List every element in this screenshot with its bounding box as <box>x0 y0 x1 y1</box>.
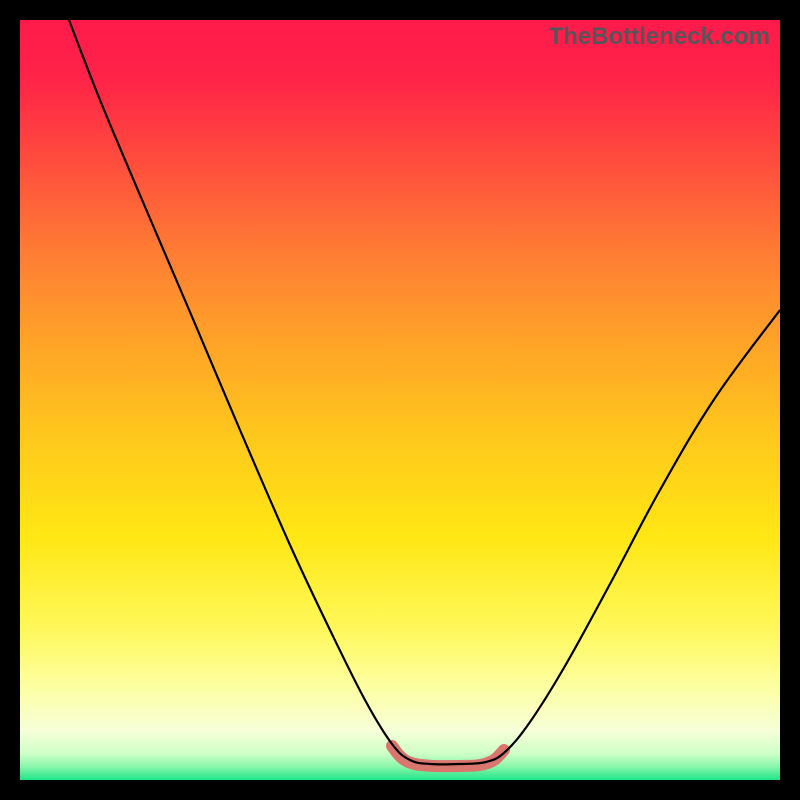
valley-highlight <box>392 746 504 766</box>
curve-layer <box>20 20 780 780</box>
chart-frame: TheBottleneck.com <box>0 0 800 800</box>
bottleneck-curve <box>69 20 780 764</box>
watermark-text: TheBottleneck.com <box>549 23 770 51</box>
plot-area <box>20 20 780 780</box>
